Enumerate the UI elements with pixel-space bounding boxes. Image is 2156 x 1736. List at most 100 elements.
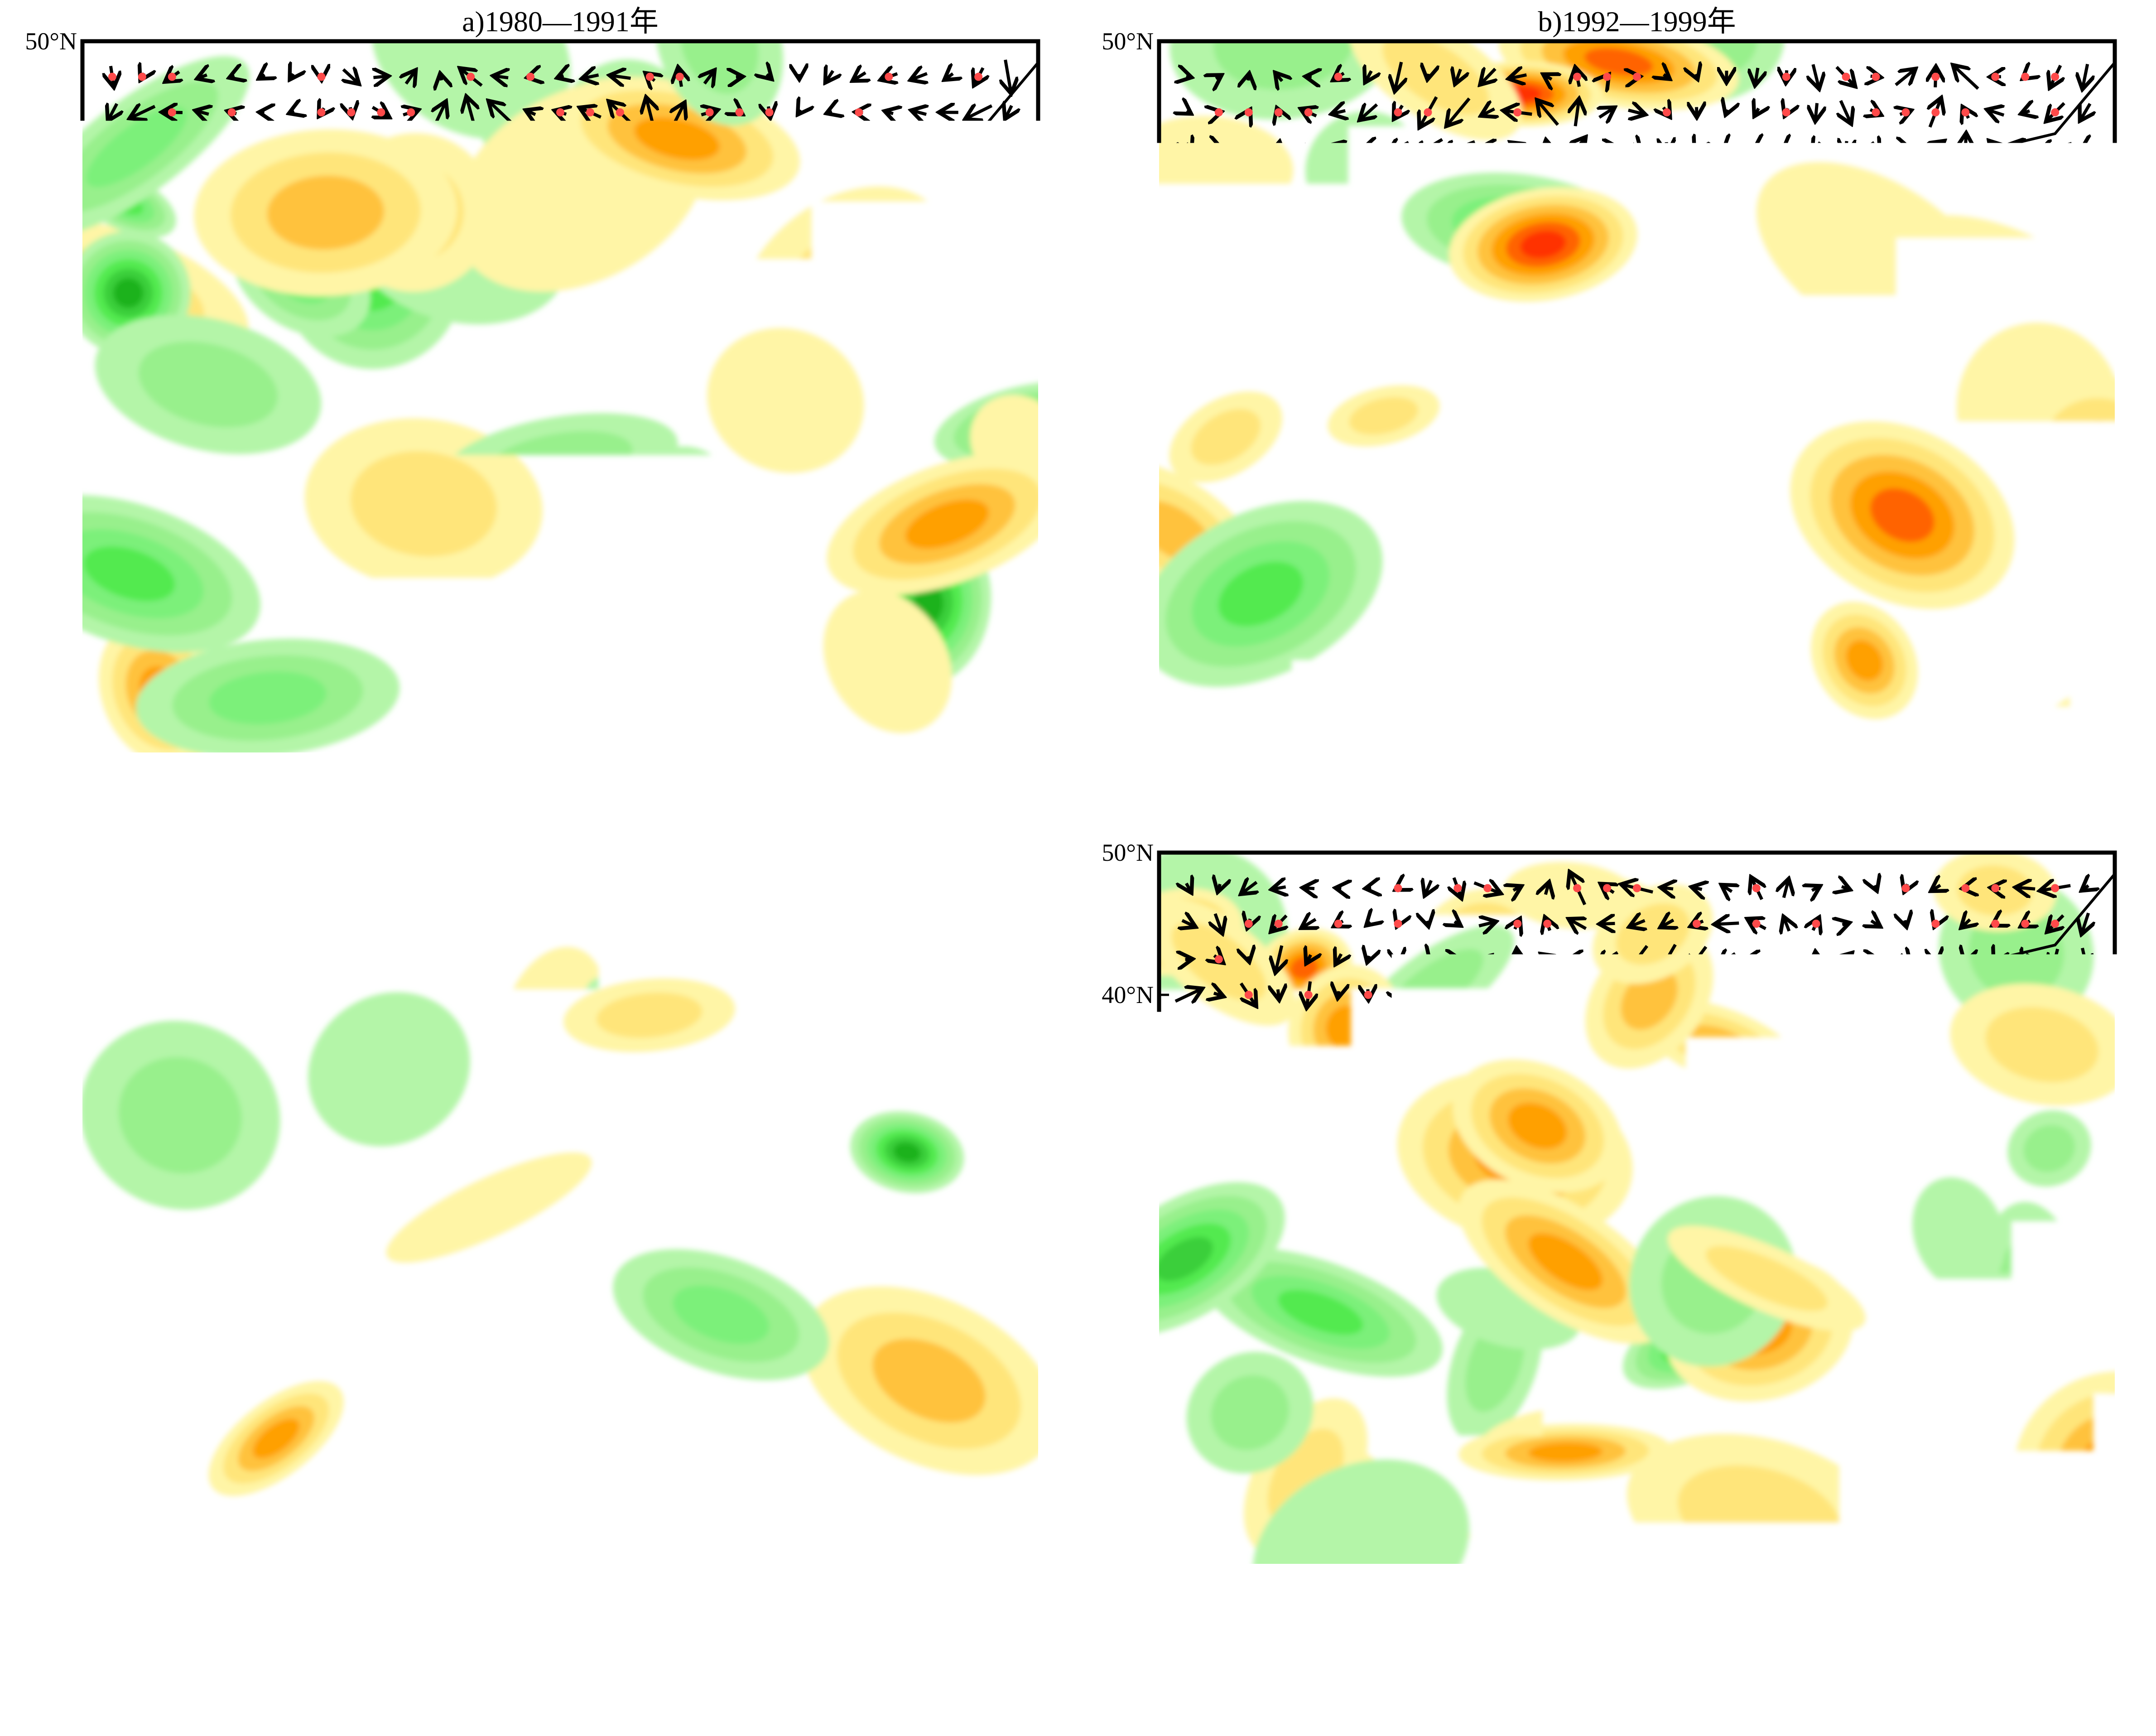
flux-vector-arrow (500, 955, 501, 963)
significance-dot (496, 1382, 505, 1390)
significance-dot (795, 1062, 804, 1070)
significance-dot (2051, 1418, 2059, 1426)
significance-dot (974, 535, 982, 543)
flux-vector-arrow (828, 1167, 830, 1177)
x-tick-label: 80°E (1373, 766, 1423, 793)
significance-dot (1991, 1382, 1999, 1390)
significance-dot (1782, 1098, 1790, 1106)
flux-vector-arrow (500, 919, 501, 928)
significance-dot (1004, 677, 1012, 685)
flux-vector-arrow (587, 994, 594, 995)
significance-dot (586, 1524, 594, 1533)
significance-dot (885, 1204, 893, 1212)
flux-vector-arrow (1721, 183, 1732, 184)
significance-dot (1304, 108, 1313, 116)
flux-vector-arrow (1337, 1061, 1339, 1071)
significance-dot (318, 500, 326, 508)
significance-dot (1812, 179, 1820, 188)
significance-dot (1663, 108, 1671, 116)
significance-dot (1752, 179, 1761, 188)
significance-dot (496, 1098, 505, 1106)
significance-dot (198, 322, 206, 330)
significance-dot (944, 713, 953, 721)
significance-dot (1663, 215, 1671, 223)
significance-dot (1901, 884, 1910, 892)
significance-dot (1513, 1169, 1521, 1177)
flux-vector-arrow (290, 1416, 292, 1427)
significance-dot (407, 1382, 415, 1390)
flux-vector-arrow (374, 1136, 388, 1138)
flux-vector-arrow (1427, 921, 1429, 927)
significance-dot (1245, 1240, 1253, 1248)
significance-dot (2081, 642, 2089, 650)
flux-vector-arrow (470, 1199, 472, 1218)
significance-dot (1961, 1098, 1969, 1106)
significance-dot (437, 1453, 445, 1461)
plot-area (0, 0, 1121, 819)
significance-dot (2081, 1169, 2089, 1177)
flux-vector-arrow (918, 250, 920, 260)
significance-dot (258, 677, 266, 685)
significance-dot (556, 991, 564, 999)
significance-dot (1245, 1204, 1253, 1212)
flux-vector-arrow (1188, 177, 1190, 191)
significance-dot (108, 1133, 116, 1141)
significance-dot (556, 322, 564, 330)
flux-vector-arrow (1487, 1526, 1489, 1531)
significance-dot (1004, 1524, 1012, 1533)
significance-dot (1543, 1204, 1551, 1212)
significance-dot (616, 677, 624, 685)
significance-dot (556, 1382, 564, 1390)
flux-vector-arrow (225, 1421, 239, 1423)
significance-dot (526, 429, 534, 437)
colorbar-swatch (1100, 1660, 1222, 1696)
significance-dot (1872, 1204, 1880, 1212)
significance-dot (526, 713, 534, 721)
significance-dot (318, 1133, 326, 1141)
significance-dot (825, 1240, 833, 1248)
significance-dot (1663, 1062, 1671, 1070)
significance-dot (1961, 1382, 1969, 1390)
flux-vector-arrow (229, 1172, 235, 1174)
significance-dot (347, 1204, 355, 1212)
significance-dot (108, 286, 116, 294)
significance-dot (138, 429, 146, 437)
colorbar-tick-label: 0.5 (1084, 1705, 1116, 1733)
significance-dot (1752, 1382, 1761, 1390)
significance-dot (616, 1524, 624, 1533)
flux-vector-arrow (2055, 1524, 2056, 1532)
significance-dot (855, 108, 863, 116)
flux-vector-arrow (337, 959, 366, 960)
significance-dot (885, 991, 893, 999)
flux-vector-arrow (826, 111, 832, 114)
significance-dot (1215, 251, 1223, 259)
significance-dot (1752, 1240, 1761, 1248)
significance-dot (1334, 1489, 1343, 1497)
significance-dot (586, 108, 594, 116)
significance-dot (437, 251, 445, 259)
flux-vector-arrow (590, 208, 591, 230)
y-tick-label: 50°N (1102, 28, 1154, 55)
significance-legend-label: 信度水平/% (1722, 1664, 1874, 1697)
colorbar-label: 水汽通量散度距平/（10⁻⁵ kg·s⁻¹·m⁻²） (11, 1614, 516, 1647)
y-tick-label: 20°N (25, 1266, 77, 1293)
significance-dot (318, 991, 326, 999)
significance-dot (1453, 884, 1462, 892)
significance-dot (855, 1240, 863, 1248)
significance-dot (944, 1489, 953, 1497)
significance-dot (616, 286, 624, 294)
flux-vector-arrow (111, 1168, 113, 1178)
significance-dot (1752, 1418, 1761, 1426)
significance-dot (228, 642, 236, 650)
significance-dot (2081, 1453, 2089, 1461)
flux-vector-arrow (529, 1383, 531, 1390)
significance-dot (1424, 713, 1432, 721)
x-tick-label: 140°E (1007, 1577, 1069, 1605)
significance-dot (1304, 1204, 1313, 1212)
significance-dot (1752, 1489, 1761, 1497)
flux-vector-arrow (1427, 1454, 1429, 1461)
significance-dot (1931, 920, 1939, 928)
significance-dot (1633, 642, 1641, 650)
significance-dot (318, 251, 326, 259)
significance-dot (138, 642, 146, 650)
